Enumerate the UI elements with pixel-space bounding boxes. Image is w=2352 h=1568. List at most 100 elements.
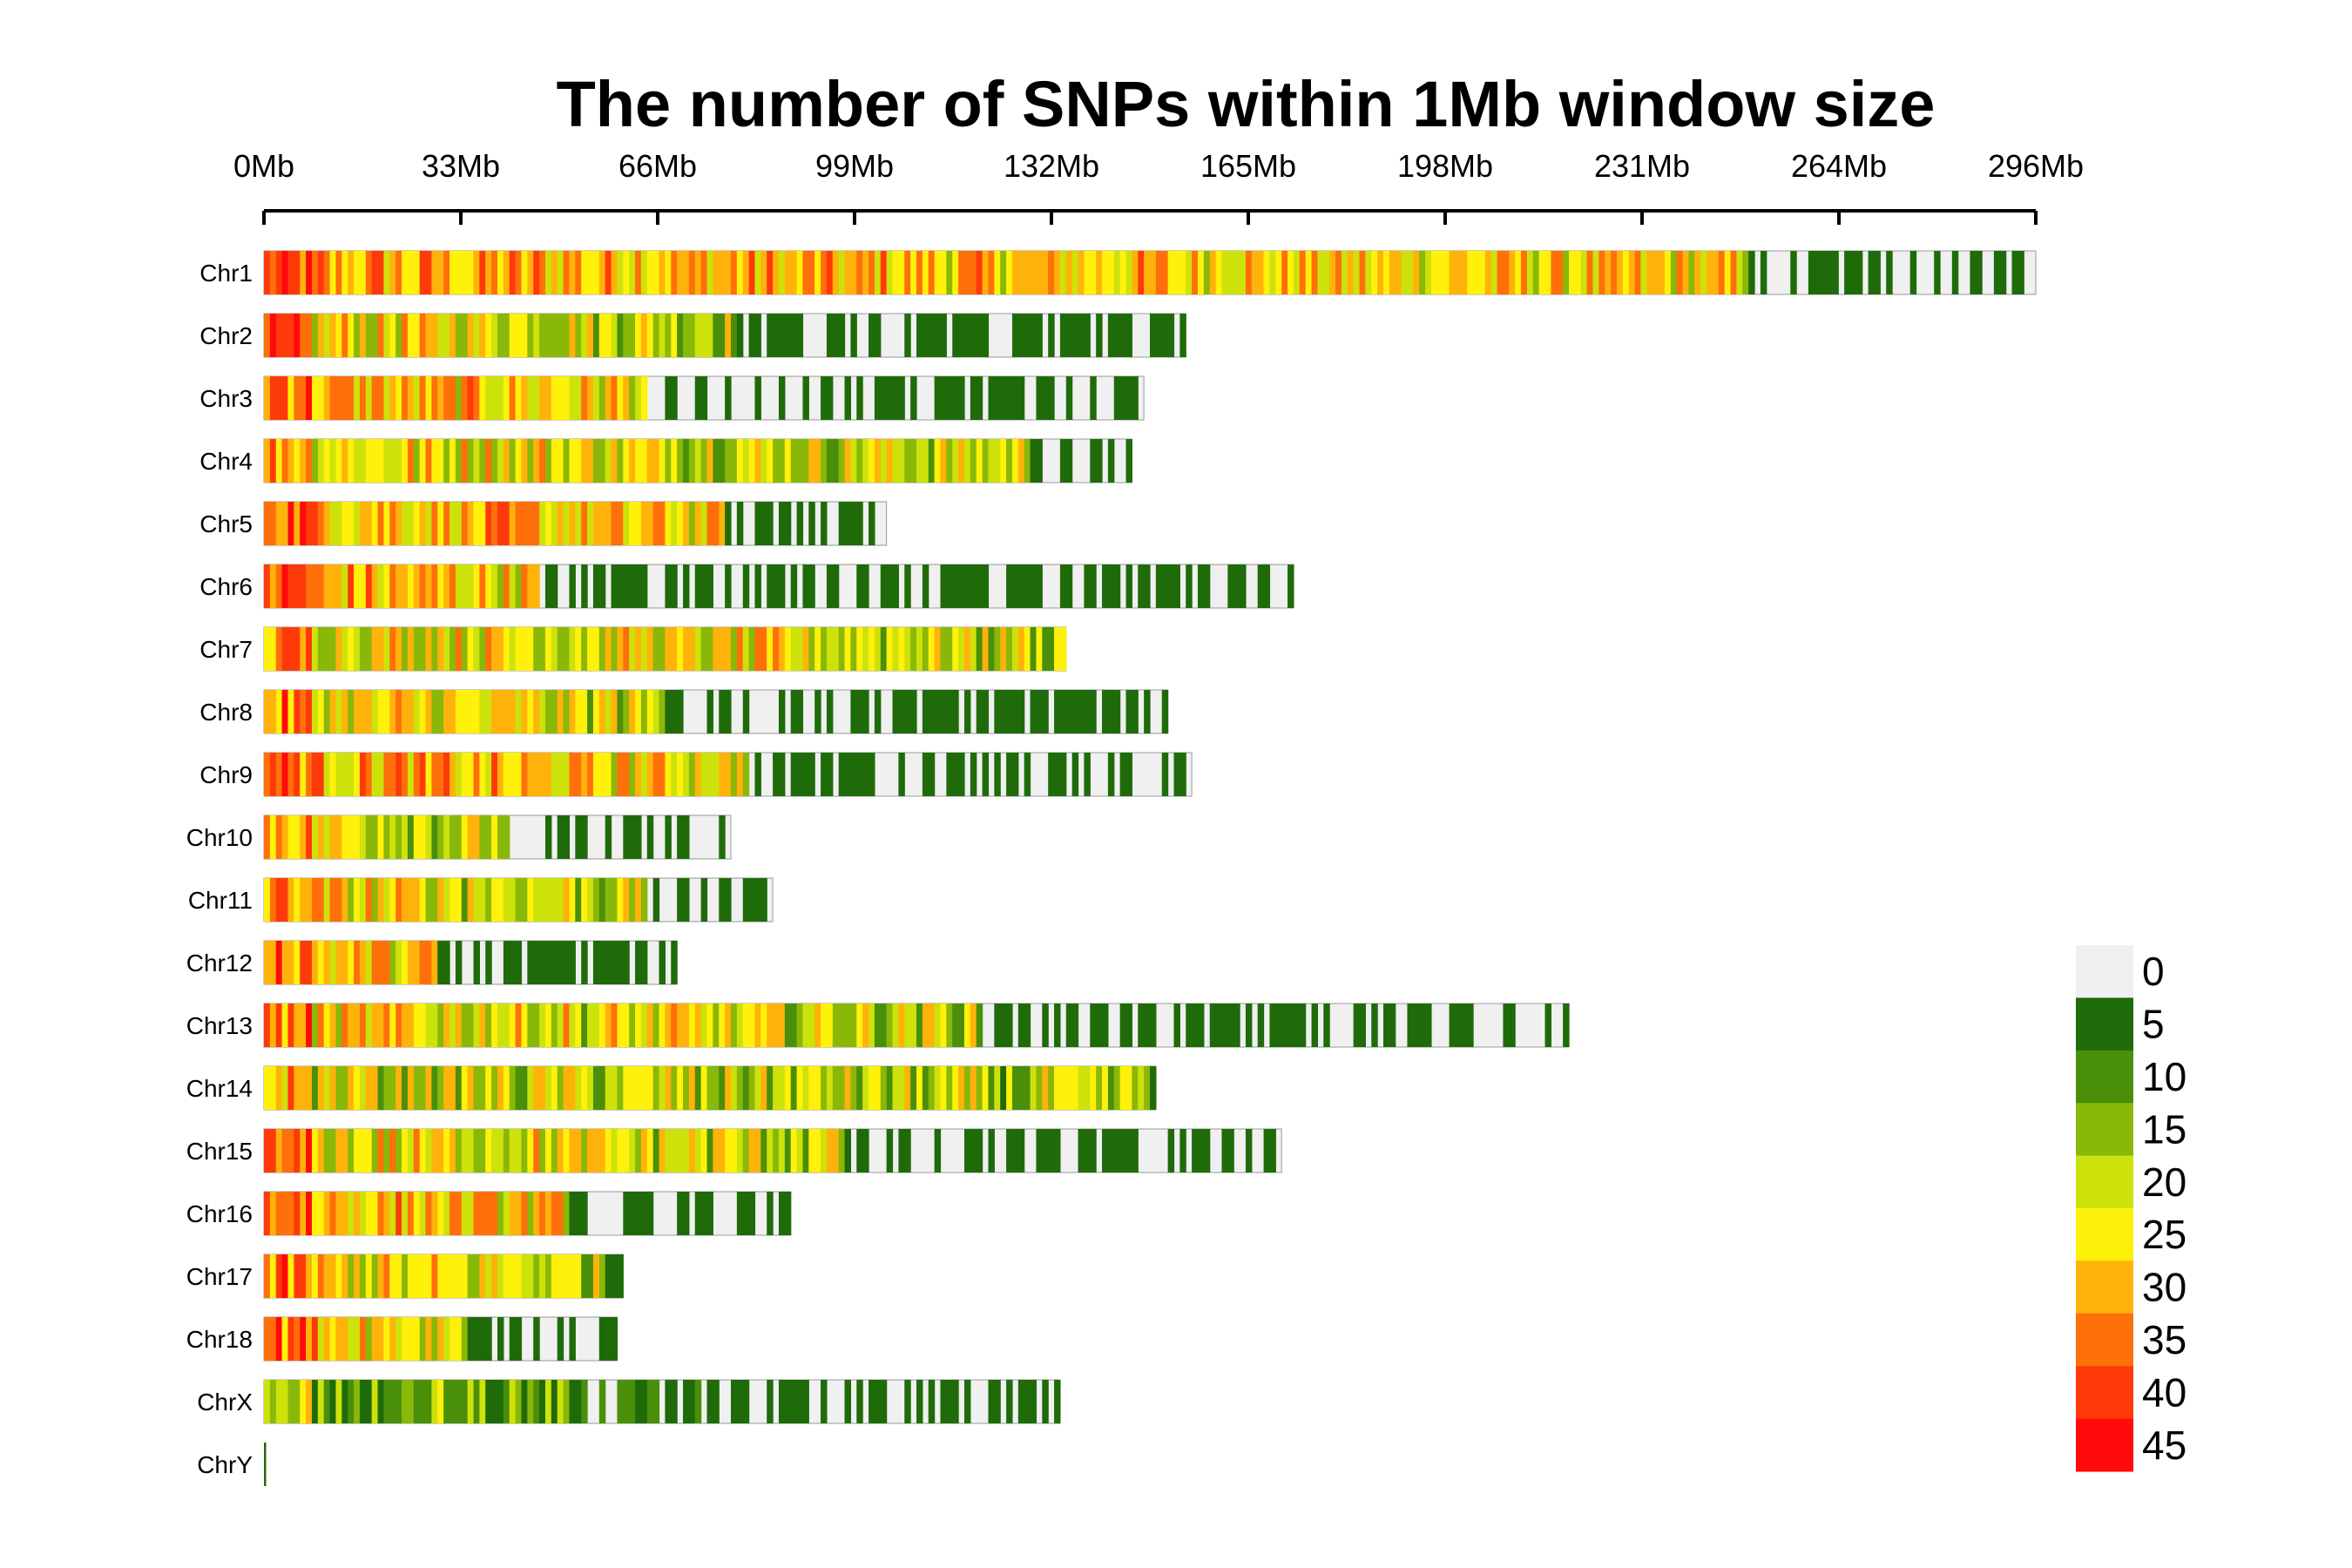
snp-window: [287, 815, 294, 859]
snp-window: [1503, 1004, 1510, 1047]
snp-window: [329, 1004, 337, 1047]
legend-swatch: [2076, 1260, 2133, 1315]
snp-window: [335, 941, 342, 984]
chromosome-row: Chr17: [186, 1254, 624, 1299]
snp-window: [940, 314, 947, 357]
snp-window: [348, 878, 355, 922]
snp-window: [473, 1380, 480, 1423]
snp-window: [264, 251, 271, 294]
snp-window: [683, 564, 690, 608]
snp-window: [629, 1380, 636, 1423]
snp-window: [395, 502, 402, 545]
snp-window: [1329, 251, 1336, 294]
snp-window: [605, 376, 612, 420]
snp-window: [521, 1066, 528, 1110]
legend-label: 45: [2142, 1423, 2186, 1468]
snp-window: [359, 815, 367, 859]
snp-window: [449, 627, 456, 671]
snp-window: [371, 941, 379, 984]
snp-window: [281, 439, 289, 483]
snp-window: [269, 1317, 277, 1361]
snp-window: [348, 627, 355, 671]
snp-window: [389, 1066, 396, 1110]
snp-window: [407, 439, 415, 483]
snp-window: [982, 690, 990, 733]
snp-window: [521, 251, 528, 294]
snp-window: [1173, 564, 1180, 608]
snp-window: [544, 251, 552, 294]
snp-window: [844, 251, 852, 294]
snp-window: [551, 564, 558, 608]
legend-swatch: [2076, 945, 2133, 998]
snp-window: [754, 439, 761, 483]
snp-window: [646, 1066, 654, 1110]
snp-window: [1455, 1004, 1462, 1047]
snp-window: [605, 502, 612, 545]
x-tick-label: 33Mb: [422, 148, 500, 184]
snp-window: [575, 502, 582, 545]
snp-window: [719, 815, 726, 859]
snp-window: [1006, 439, 1013, 483]
snp-window: [287, 1380, 294, 1423]
snp-window: [1132, 251, 1139, 294]
snp-window: [1288, 251, 1294, 294]
snp-window: [461, 1192, 469, 1235]
snp-window: [1059, 690, 1067, 733]
snp-window: [1227, 564, 1234, 608]
snp-window: [587, 627, 594, 671]
snp-window: [455, 815, 463, 859]
snp-window: [856, 1066, 863, 1110]
snp-window: [1132, 1129, 1139, 1173]
snp-window: [365, 1004, 373, 1047]
snp-window: [1557, 251, 1564, 294]
snp-window: [491, 1192, 498, 1235]
snp-window: [402, 1254, 409, 1298]
snp-window: [623, 1129, 630, 1173]
snp-window: [323, 1317, 331, 1361]
snp-window: [790, 439, 798, 483]
snp-window: [383, 753, 390, 796]
snp-window: [365, 314, 373, 357]
snp-window: [413, 314, 421, 357]
snp-window: [629, 815, 636, 859]
snp-window: [287, 753, 294, 796]
snp-window: [808, 1129, 815, 1173]
snp-window: [365, 251, 373, 294]
snp-window: [569, 1192, 576, 1235]
snp-window: [671, 314, 678, 357]
snp-window: [760, 1129, 767, 1173]
snp-window: [467, 1129, 475, 1173]
snp-window: [581, 690, 588, 733]
snp-window: [509, 1129, 517, 1173]
snp-window: [748, 1129, 756, 1173]
snp-window: [592, 314, 600, 357]
snp-window: [317, 753, 325, 796]
snp-window: [359, 1004, 367, 1047]
snp-window: [1102, 1004, 1109, 1047]
chromosome-label: Chr15: [186, 1138, 253, 1165]
snp-window: [329, 1317, 337, 1361]
snp-window: [635, 753, 642, 796]
snp-window: [557, 1254, 564, 1298]
snp-window: [383, 690, 390, 733]
snp-window: [264, 815, 271, 859]
snp-window: [683, 314, 690, 357]
snp-window: [1119, 314, 1127, 357]
snp-window: [341, 627, 348, 671]
snp-window: [730, 1380, 738, 1423]
snp-window: [275, 376, 283, 420]
snp-window: [652, 690, 660, 733]
snp-window: [491, 439, 498, 483]
chromosome-row: ChrX: [197, 1379, 1061, 1424]
snp-window: [646, 251, 654, 294]
snp-window: [281, 251, 289, 294]
snp-window: [665, 1004, 672, 1047]
snp-window: [1167, 314, 1175, 357]
snp-window: [527, 1129, 534, 1173]
snp-window: [796, 1066, 804, 1110]
snp-window: [527, 878, 534, 922]
snp-window: [1042, 251, 1049, 294]
snp-window: [1616, 251, 1624, 294]
snp-window: [1664, 251, 1672, 294]
snp-window: [348, 1129, 355, 1173]
